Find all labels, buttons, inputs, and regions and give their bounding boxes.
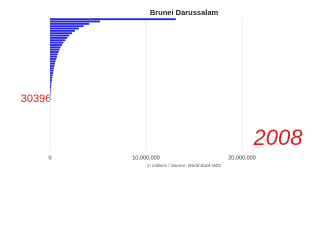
bar — [50, 60, 56, 63]
bar — [50, 55, 57, 58]
bar — [50, 34, 70, 37]
bar — [50, 48, 60, 51]
chart: Brunei Darussalam in millions / Source: … — [21, 8, 304, 168]
bar — [50, 79, 52, 82]
bar — [50, 72, 54, 74]
bar — [50, 90, 51, 93]
bar — [50, 62, 55, 65]
bar — [50, 81, 52, 84]
x-tick-label: 20,000,000 — [228, 155, 256, 161]
bar — [50, 86, 52, 89]
bar — [50, 36, 68, 39]
bar — [50, 20, 100, 23]
bar — [50, 69, 54, 72]
bar — [50, 74, 53, 77]
bar — [50, 18, 176, 21]
bar — [50, 41, 64, 44]
bar — [50, 88, 51, 91]
bar — [50, 53, 58, 56]
bar — [50, 27, 79, 30]
bar — [50, 29, 75, 32]
bar — [50, 44, 62, 46]
bar — [50, 76, 53, 79]
year-label: 2008 — [253, 125, 304, 150]
bar — [50, 67, 54, 70]
bar — [50, 32, 73, 35]
bar — [50, 58, 57, 60]
bar — [50, 39, 66, 42]
bar — [50, 83, 52, 86]
x-axis-label: in millions / Source: World Bank WDI — [147, 163, 221, 168]
bar — [50, 65, 55, 67]
x-tick-label: 10,000,000 — [132, 155, 160, 161]
highlight-label: 30396 — [21, 93, 52, 105]
chart-title: Brunei Darussalam — [150, 8, 219, 17]
bar — [50, 51, 59, 53]
x-tick-label: 0 — [48, 155, 51, 161]
bar — [50, 46, 61, 49]
bar — [50, 25, 84, 28]
bar — [50, 22, 90, 25]
